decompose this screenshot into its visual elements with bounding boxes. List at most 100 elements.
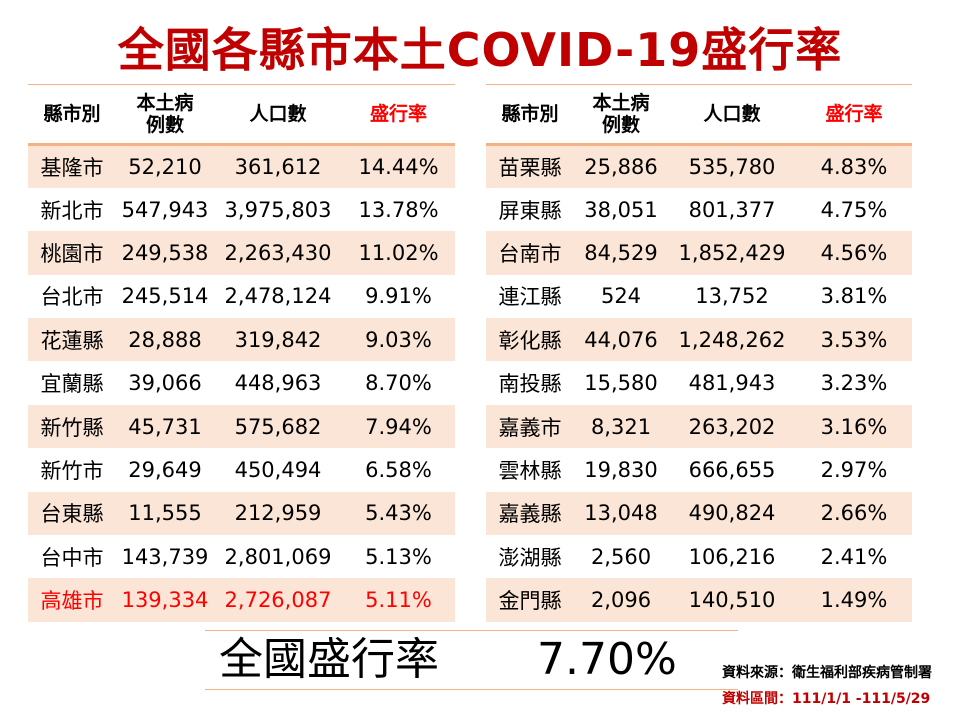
cell-population: 2,263,430 xyxy=(214,231,342,275)
cell-population: 666,655 xyxy=(668,448,796,492)
national-prevalence-label: 全國盛行率 xyxy=(219,634,439,685)
data-source-note: 資料來源：衛生福利部疾病管制署 xyxy=(722,665,932,681)
cell-region: 台北市 xyxy=(28,274,116,319)
cell-region: 彰化縣 xyxy=(486,318,574,362)
cell-rate: 9.03% xyxy=(342,318,455,362)
cell-population: 801,377 xyxy=(668,187,796,232)
cell-region: 基隆市 xyxy=(28,144,116,188)
table-row: 嘉義縣 13,048 490,824 2.66% xyxy=(486,491,912,536)
table-row: 嘉義市 8,321 263,202 3.16% xyxy=(486,404,912,449)
table-row: 新北市 547,943 3,975,803 13.78% xyxy=(28,187,455,232)
cell-rate: 4.56% xyxy=(796,231,912,275)
cell-cases: 52,210 xyxy=(116,144,214,188)
left-prevalence-table: 縣市別 本土病 例數 人口數 盛行率 基隆市 52,210 361,612 14.44%… xyxy=(28,84,455,622)
cell-region: 台東縣 xyxy=(28,491,116,536)
cell-rate: 3.81% xyxy=(796,274,912,319)
cell-rate: 2.41% xyxy=(796,535,912,579)
cell-population: 2,726,087 xyxy=(214,578,342,622)
cell-rate: 7.94% xyxy=(342,404,455,449)
cell-region: 台中市 xyxy=(28,535,116,579)
table-row: 苗栗縣 25,886 535,780 4.83% xyxy=(486,144,912,188)
page-title: 全國各縣市本土COVID-19盛行率 xyxy=(117,23,843,77)
cell-region: 連江縣 xyxy=(486,274,574,319)
cell-cases: 139,334 xyxy=(116,578,214,622)
table-row: 連江縣 524 13,752 3.81% xyxy=(486,274,912,319)
table-header-row: 縣市別 本土病 例數 人口數 盛行率 xyxy=(28,84,455,145)
cell-population: 140,510 xyxy=(668,578,796,622)
table-row: 台東縣 11,555 212,959 5.43% xyxy=(28,491,455,536)
cell-population: 575,682 xyxy=(214,404,342,449)
cell-population: 319,842 xyxy=(214,318,342,362)
national-prevalence-value: 7.70% xyxy=(537,634,677,685)
table-row: 花蓮縣 28,888 319,842 9.03% xyxy=(28,318,455,362)
cell-population: 3,975,803 xyxy=(214,187,342,232)
header-region: 縣市別 xyxy=(501,103,559,125)
cell-rate: 5.11% xyxy=(342,578,455,622)
cell-rate: 4.75% xyxy=(796,187,912,232)
cell-rate: 4.83% xyxy=(796,144,912,188)
cell-region: 澎湖縣 xyxy=(486,535,574,579)
cell-cases: 8,321 xyxy=(574,404,668,449)
table-row: 宜蘭縣 39,066 448,963 8.70% xyxy=(28,361,455,405)
cell-cases: 45,731 xyxy=(116,404,214,449)
cell-population: 448,963 xyxy=(214,361,342,405)
cell-cases: 25,886 xyxy=(574,144,668,188)
table-row: 金門縣 2,096 140,510 1.49% xyxy=(486,578,912,622)
cell-rate: 5.13% xyxy=(342,535,455,579)
table-row: 屏東縣 38,051 801,377 4.75% xyxy=(486,187,912,232)
cell-cases: 38,051 xyxy=(574,187,668,232)
cell-cases: 19,830 xyxy=(574,448,668,492)
table-row: 台南市 84,529 1,852,429 4.56% xyxy=(486,231,912,275)
table-row: 桃園市 249,538 2,263,430 11.02% xyxy=(28,231,455,275)
cell-rate: 14.44% xyxy=(342,144,455,188)
cell-region: 宜蘭縣 xyxy=(28,361,116,405)
cell-rate: 3.16% xyxy=(796,404,912,449)
cell-region: 台南市 xyxy=(486,231,574,275)
cell-region: 南投縣 xyxy=(486,361,574,405)
header-cases: 本土病 例數 xyxy=(592,92,650,136)
cell-cases: 39,066 xyxy=(116,361,214,405)
cell-rate: 13.78% xyxy=(342,187,455,232)
cell-cases: 143,739 xyxy=(116,535,214,579)
right-prevalence-table: 縣市別 本土病 例數 人口數 盛行率 苗栗縣 25,886 535,780 4.83% 屏… xyxy=(486,84,912,622)
header-prevalence: 盛行率 xyxy=(825,103,883,125)
cell-population: 263,202 xyxy=(668,404,796,449)
table-row: 南投縣 15,580 481,943 3.23% xyxy=(486,361,912,405)
cell-cases: 15,580 xyxy=(574,361,668,405)
cell-region: 新竹市 xyxy=(28,448,116,492)
cell-region: 高雄市 xyxy=(28,578,116,622)
cell-rate: 6.58% xyxy=(342,448,455,492)
cell-population: 2,801,069 xyxy=(214,535,342,579)
table-row: 台北市 245,514 2,478,124 9.91% xyxy=(28,274,455,319)
table-row: 基隆市 52,210 361,612 14.44% xyxy=(28,144,455,188)
cell-population: 450,494 xyxy=(214,448,342,492)
cell-region: 雲林縣 xyxy=(486,448,574,492)
data-period-note: 資料區間：111/1/1 -111/5/29 xyxy=(722,691,931,707)
cell-cases: 524 xyxy=(574,274,668,319)
cell-region: 金門縣 xyxy=(486,578,574,622)
cell-rate: 2.97% xyxy=(796,448,912,492)
cell-population: 481,943 xyxy=(668,361,796,405)
cell-rate: 9.91% xyxy=(342,274,455,319)
cell-cases: 2,560 xyxy=(574,535,668,579)
cell-cases: 245,514 xyxy=(116,274,214,319)
cell-region: 桃園市 xyxy=(28,231,116,275)
cell-rate: 3.53% xyxy=(796,318,912,362)
header-population: 人口數 xyxy=(249,103,307,125)
cell-region: 嘉義市 xyxy=(486,404,574,449)
cell-region: 嘉義縣 xyxy=(486,491,574,536)
table-row: 澎湖縣 2,560 106,216 2.41% xyxy=(486,535,912,579)
cell-region: 屏東縣 xyxy=(486,187,574,232)
cell-cases: 249,538 xyxy=(116,231,214,275)
cell-population: 1,248,262 xyxy=(668,318,796,362)
cell-population: 1,852,429 xyxy=(668,231,796,275)
cell-cases: 11,555 xyxy=(116,491,214,536)
cell-population: 535,780 xyxy=(668,144,796,188)
table-row: 彰化縣 44,076 1,248,262 3.53% xyxy=(486,318,912,362)
header-prevalence: 盛行率 xyxy=(369,103,427,125)
header-population: 人口數 xyxy=(703,103,761,125)
national-prevalence-box: 全國盛行率 7.70% xyxy=(205,630,738,690)
cell-population: 361,612 xyxy=(214,144,342,188)
cell-cases: 2,096 xyxy=(574,578,668,622)
cell-population: 2,478,124 xyxy=(214,274,342,319)
